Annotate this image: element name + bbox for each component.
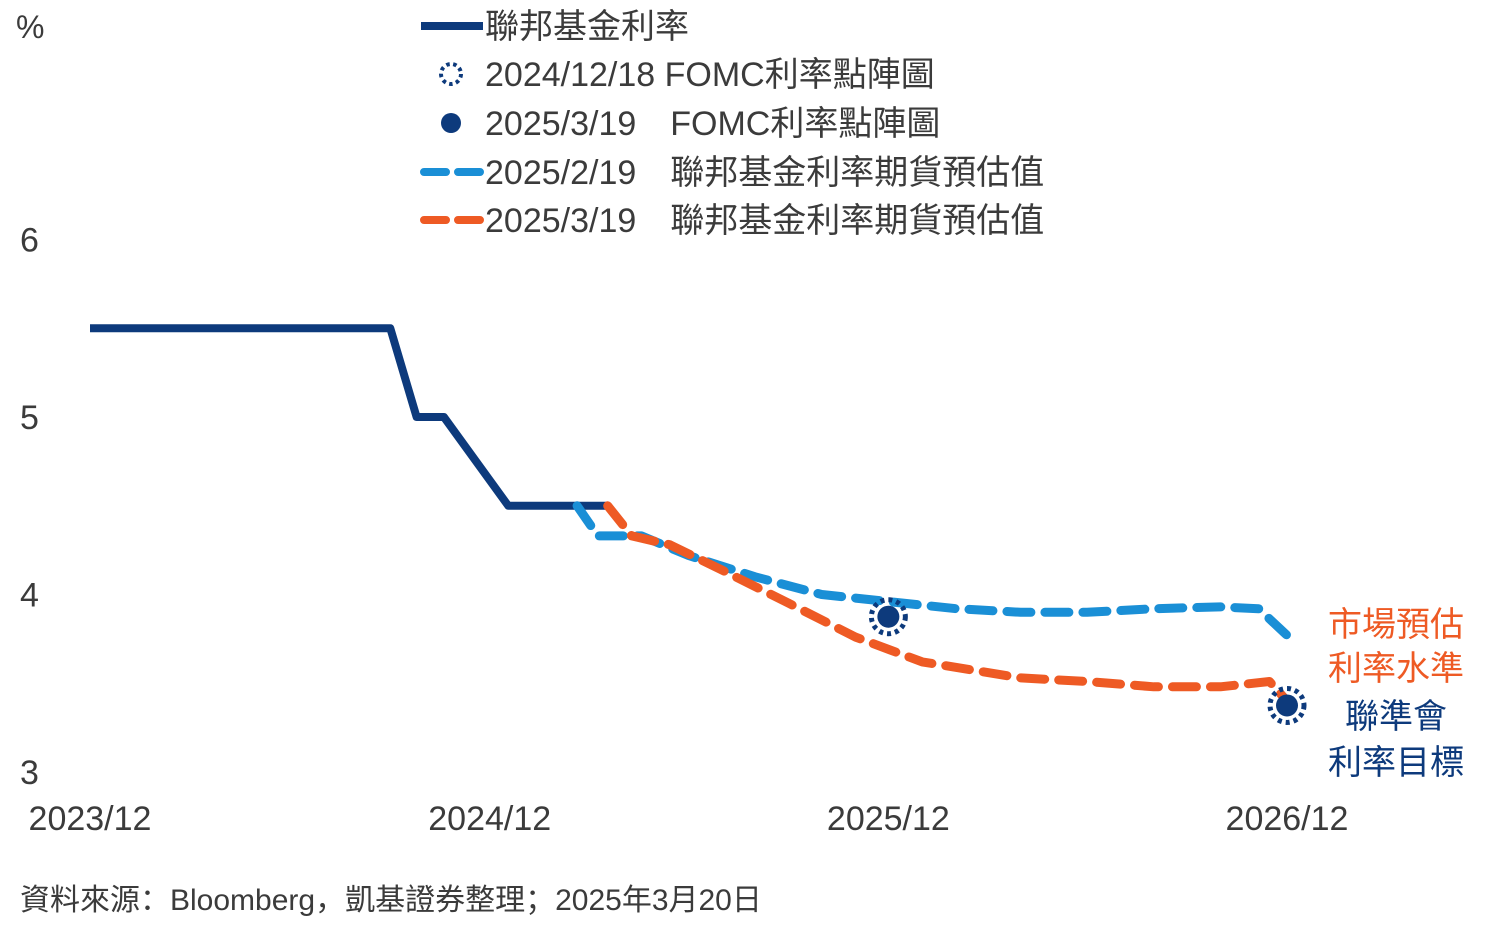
legend-label-1: 聯邦基金利率 xyxy=(485,8,689,46)
legend-label-4: 2025/2/19 聯邦基金利率期貨預估值 xyxy=(485,154,1044,192)
legend-swatch-2 xyxy=(439,62,463,86)
y-tick-label-3: 3 xyxy=(20,754,39,792)
annotation-2-line-2: 利率目標 xyxy=(1328,744,1464,782)
dot-plot-filled-marker-1 xyxy=(877,605,900,628)
series-line-2 xyxy=(572,501,1292,640)
legend-label-3: 2025/3/19 FOMC利率點陣圖 xyxy=(485,105,940,143)
legend-label-2: 2024/12/18 FOMC利率點陣圖 xyxy=(485,56,935,94)
y-tick-label-6: 6 xyxy=(20,222,39,260)
annotation-1-line-1: 市場預估 xyxy=(1328,606,1464,644)
x-tick-label-2026-12: 2026/12 xyxy=(1226,800,1349,838)
annotation-2-line-1: 聯準會 xyxy=(1345,698,1447,736)
y-tick-label-4: 4 xyxy=(20,577,39,615)
series-line-3 xyxy=(603,501,1292,706)
x-tick-label-2023-12: 2023/12 xyxy=(29,800,152,838)
annotation-1-line-2: 利率水準 xyxy=(1328,650,1464,688)
y-axis-unit-label: % xyxy=(16,9,44,45)
y-tick-label-5: 5 xyxy=(20,399,39,437)
legend-swatch-3 xyxy=(441,113,461,133)
dot-plot-ring-marker-1 xyxy=(868,597,908,637)
dot-plot-ring-marker-2 xyxy=(1267,685,1307,725)
dot-plot-filled-marker-2 xyxy=(1276,694,1298,717)
x-tick-label-2025-12: 2025/12 xyxy=(827,800,950,838)
legend-label-5: 2025/3/19 聯邦基金利率期貨預估值 xyxy=(485,202,1044,240)
source-note: 資料來源：Bloomberg，凱基證券整理；2025年3月20日 xyxy=(20,884,762,917)
x-tick-label-2024-12: 2024/12 xyxy=(428,800,551,838)
series-line-1 xyxy=(90,324,608,510)
